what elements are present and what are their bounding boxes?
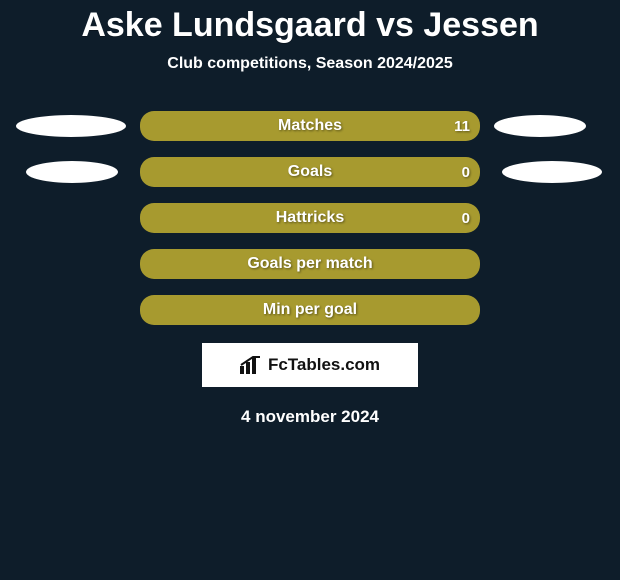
stat-label: Goals xyxy=(140,163,480,181)
stat-value: 11 xyxy=(454,118,470,135)
stat-bar: Min per goal xyxy=(140,295,480,325)
stat-value: 0 xyxy=(462,164,470,181)
right-ellipse xyxy=(502,161,602,183)
logo-box: FcTables.com xyxy=(202,343,418,387)
stat-row: Goals0 xyxy=(0,157,620,187)
stat-rows: Matches11Goals0Hattricks0Goals per match… xyxy=(0,111,620,325)
stat-label: Hattricks xyxy=(140,209,480,227)
stat-row: Matches11 xyxy=(0,111,620,141)
logo-text: FcTables.com xyxy=(268,355,380,375)
subtitle: Club competitions, Season 2024/2025 xyxy=(0,55,620,73)
stat-value: 0 xyxy=(462,210,470,227)
page-title: Aske Lundsgaard vs Jessen xyxy=(0,0,620,45)
stat-bar: Matches11 xyxy=(140,111,480,141)
stat-bar: Goals per match xyxy=(140,249,480,279)
logo-chart-icon xyxy=(240,356,262,374)
right-ellipse xyxy=(494,115,586,137)
left-ellipse xyxy=(26,161,118,183)
stat-row: Min per goal xyxy=(0,295,620,325)
stat-bar: Goals0 xyxy=(140,157,480,187)
stat-label: Min per goal xyxy=(140,301,480,319)
stat-label: Goals per match xyxy=(140,255,480,273)
left-ellipse xyxy=(16,115,126,137)
stat-label: Matches xyxy=(140,117,480,135)
stat-row: Hattricks0 xyxy=(0,203,620,233)
comparison-card: Aske Lundsgaard vs Jessen Club competiti… xyxy=(0,0,620,580)
footer-date: 4 november 2024 xyxy=(0,407,620,427)
stat-row: Goals per match xyxy=(0,249,620,279)
stat-bar: Hattricks0 xyxy=(140,203,480,233)
